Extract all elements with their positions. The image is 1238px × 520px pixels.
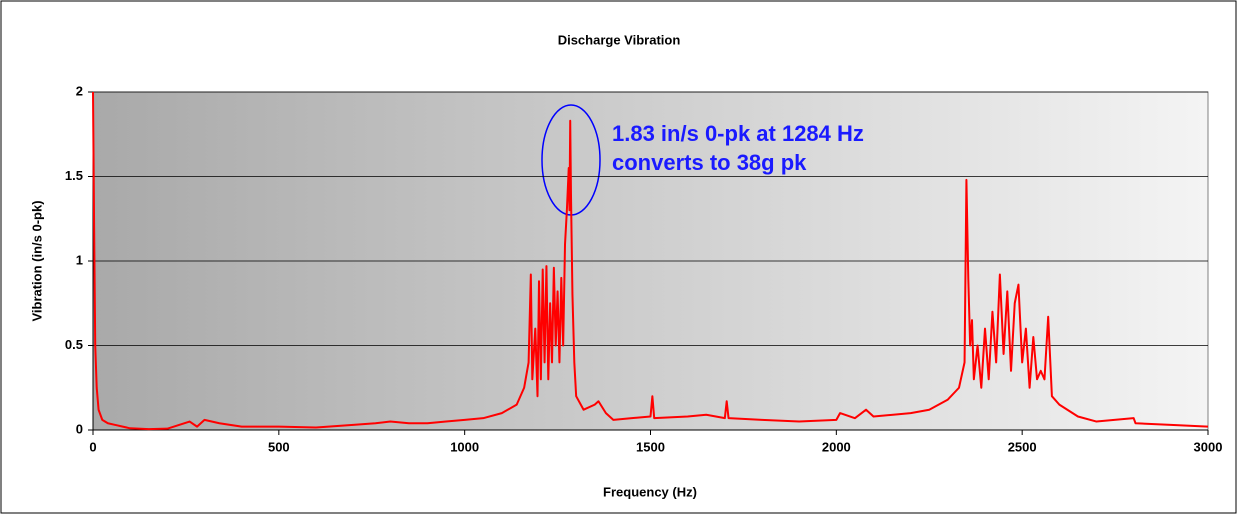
data-line bbox=[92, 91, 1209, 431]
x-tick-label: 2500 bbox=[1008, 439, 1037, 454]
x-tick-label: 2000 bbox=[822, 439, 851, 454]
annotation: 1.83 in/s 0-pk at 1284 Hz bbox=[612, 121, 864, 146]
x-tick-label: 3000 bbox=[1194, 439, 1223, 454]
y-tick-label: 2 bbox=[76, 83, 83, 98]
x-tick-label: 0 bbox=[89, 439, 96, 454]
chart-title: Discharge Vibration bbox=[558, 32, 681, 47]
x-tick-label: 500 bbox=[268, 439, 290, 454]
y-tick-label: 1 bbox=[76, 252, 83, 267]
y-tick-label: 1.5 bbox=[65, 168, 83, 183]
annotation: converts to 38g pk bbox=[612, 150, 807, 175]
x-tick-label: 1000 bbox=[450, 439, 479, 454]
y-axis-label: Vibration (in/s 0-pk) bbox=[29, 200, 44, 321]
y-tick-label: 0.5 bbox=[65, 337, 83, 352]
x-tick-label: 1500 bbox=[636, 439, 665, 454]
y-tick-label: 0 bbox=[76, 421, 83, 436]
x-axis-label: Frequency (Hz) bbox=[603, 484, 697, 499]
